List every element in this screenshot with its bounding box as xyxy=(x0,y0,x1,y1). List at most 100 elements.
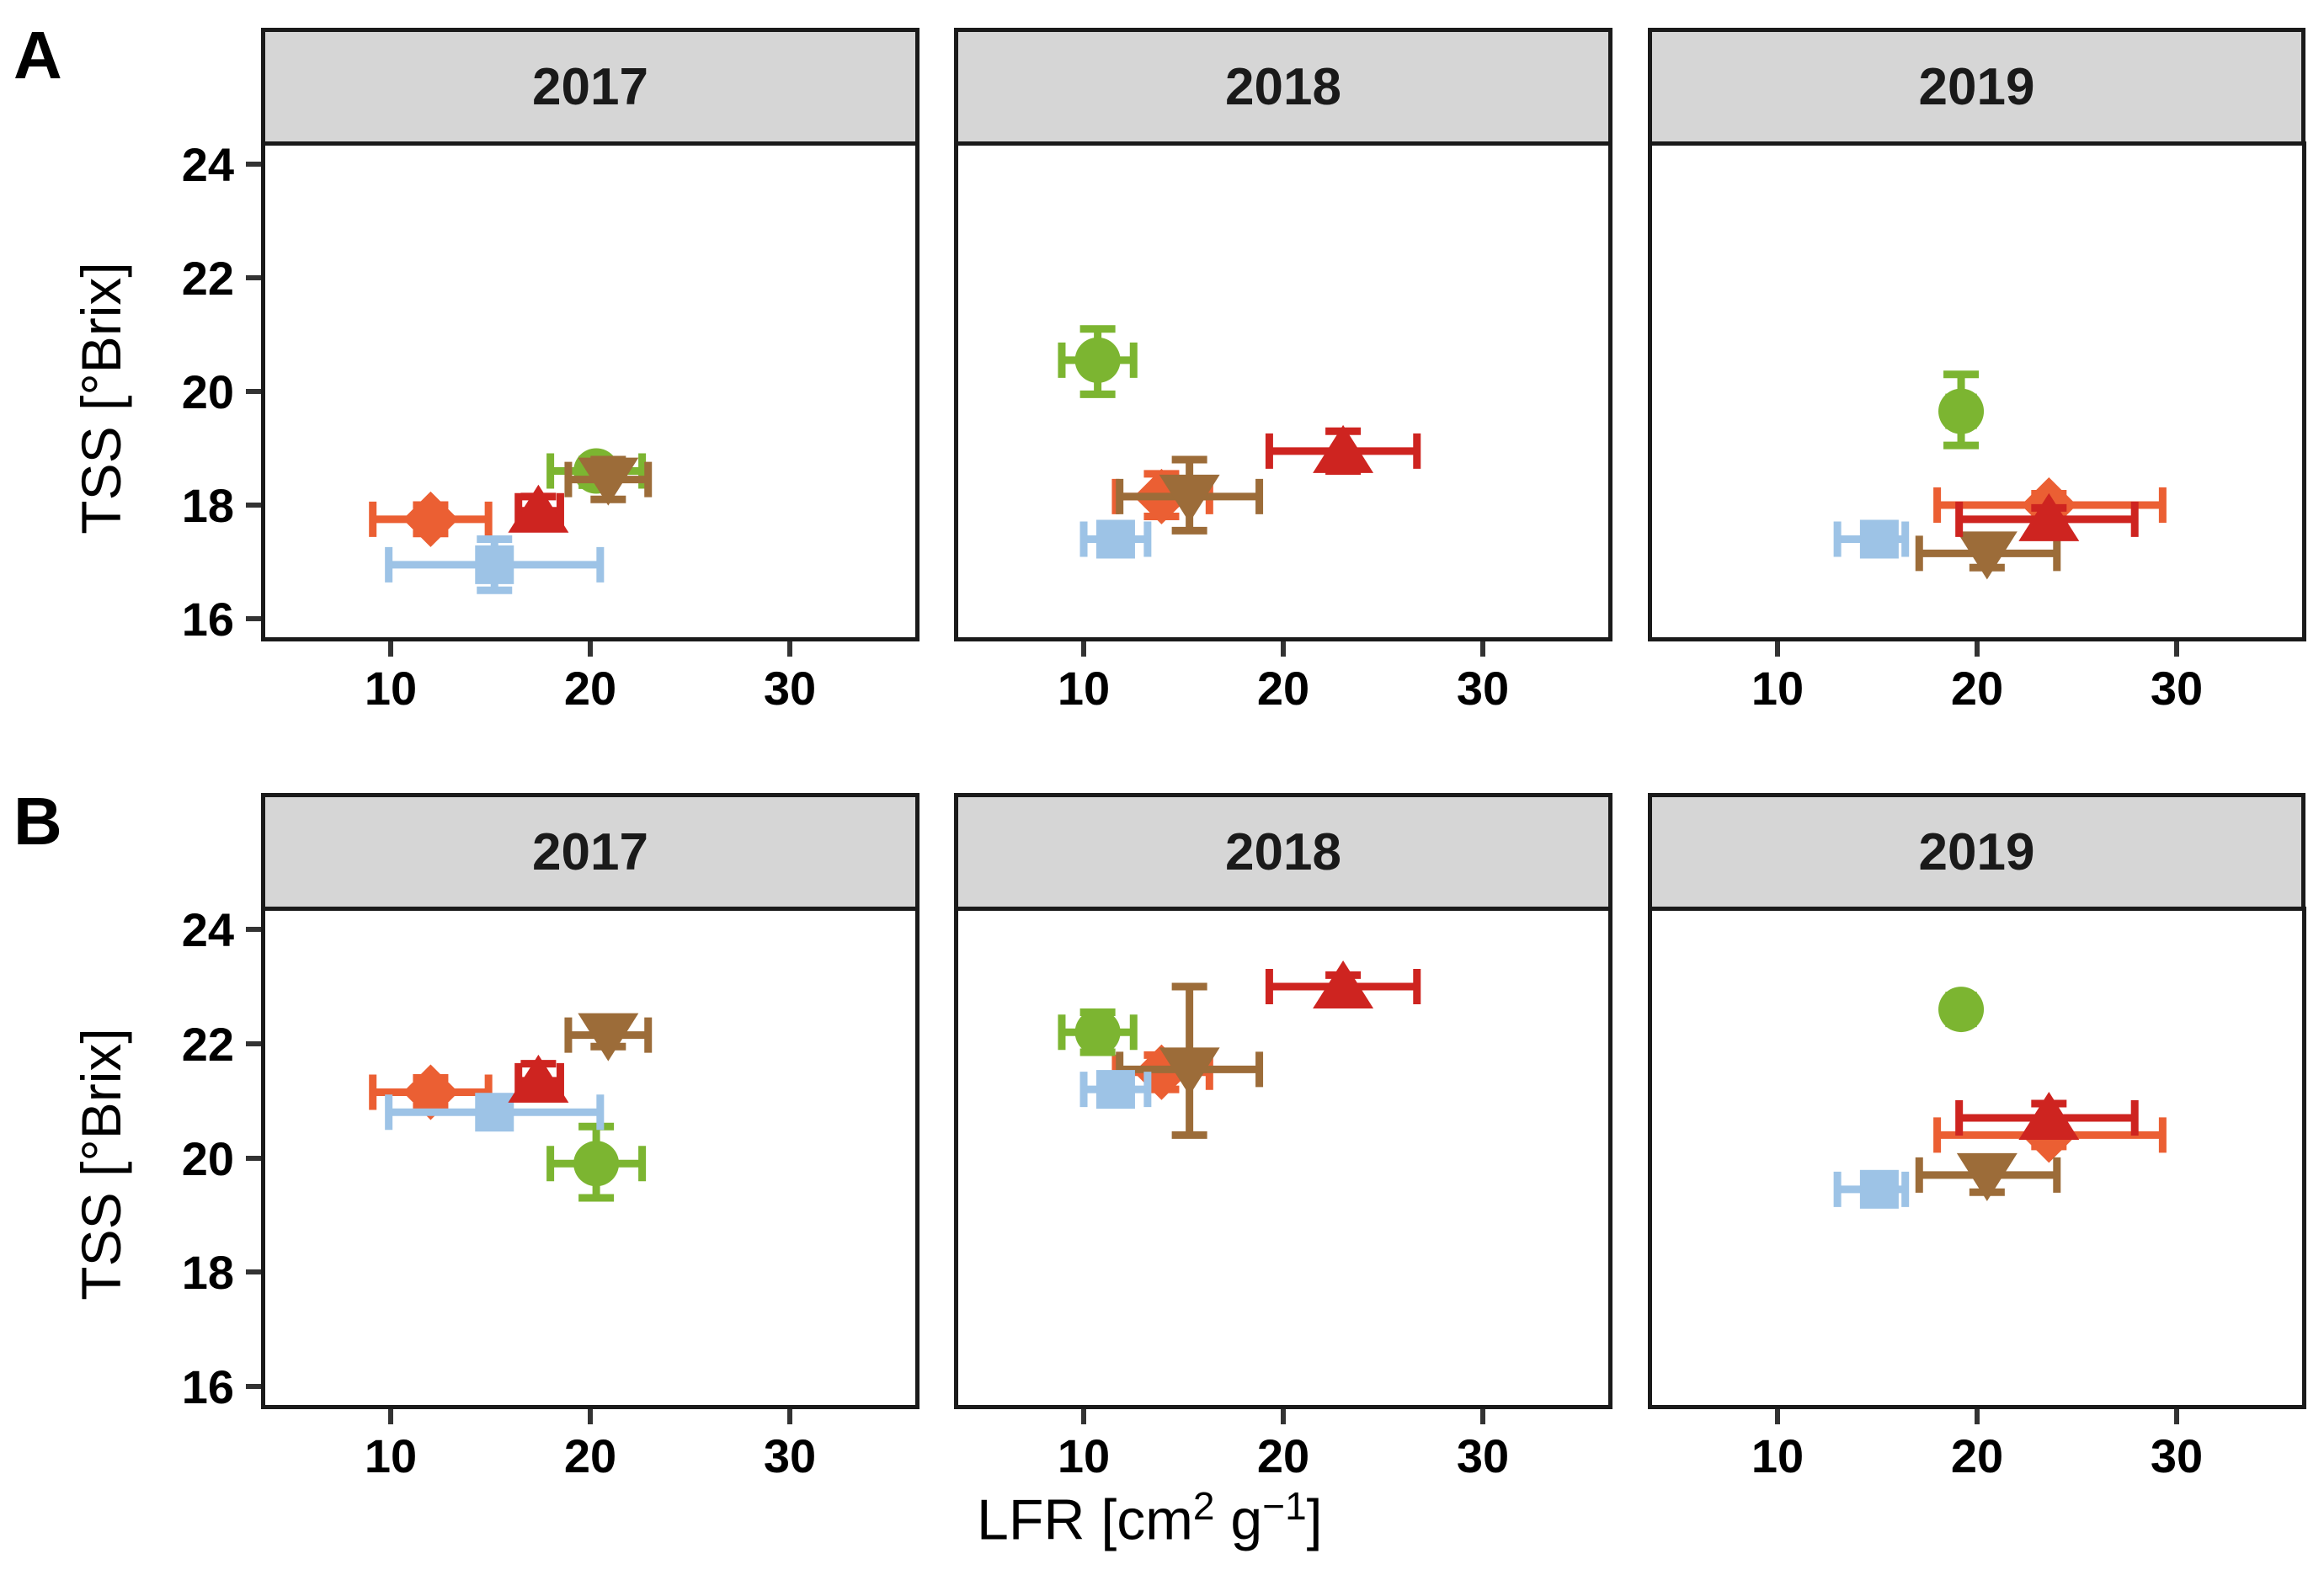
facet-strip-label: 2019 xyxy=(1918,57,2035,116)
panel-label-a: A xyxy=(13,18,62,93)
marker-red-triangle-up-B-2018 xyxy=(1313,960,1374,1008)
x-tick-mark-A-2018-20 xyxy=(1281,641,1286,657)
x-axis-title-superscript: 2 xyxy=(1192,1484,1215,1528)
marker-brown-triangle-down-A-2019 xyxy=(1956,531,2018,580)
marker-light-blue-square-B-2017 xyxy=(475,1093,514,1132)
x-tick-mark-B-2019-10 xyxy=(1775,1409,1781,1424)
x-tick-mark-B-2018-30 xyxy=(1479,1409,1485,1424)
y-tick-mark-A-22 xyxy=(246,275,261,280)
x-tick-label-B-2019-10: 10 xyxy=(1751,1429,1804,1482)
panel-background xyxy=(954,141,1612,641)
marker-red-triangle-up-A-2019 xyxy=(2018,492,2080,541)
x-tick-label-B-2018-20: 20 xyxy=(1256,1429,1310,1482)
marker-red-triangle-up-A-2018 xyxy=(1313,424,1374,473)
x-tick-label-A-2017-10: 10 xyxy=(364,662,418,715)
marker-light-blue-square-A-2018 xyxy=(1095,519,1135,559)
x-tick-label-B-2018-10: 10 xyxy=(1057,1429,1111,1482)
y-tick-mark-B-22 xyxy=(246,1040,261,1046)
x-tick-label-B-2019-30: 30 xyxy=(2150,1429,2204,1482)
panel-A-2018 xyxy=(954,141,1612,641)
x-tick-mark-B-2018-20 xyxy=(1281,1409,1286,1424)
y-tick-mark-B-24 xyxy=(246,927,261,933)
x-tick-label-A-2018-10: 10 xyxy=(1057,662,1111,715)
y-tick-mark-B-18 xyxy=(246,1269,261,1275)
facet-strip-a-2018: 2018 xyxy=(954,28,1612,141)
marker-brown-triangle-down-B-2017 xyxy=(578,1013,639,1062)
x-tick-mark-B-2018-10 xyxy=(1081,1409,1087,1424)
marker-red-triangle-up-B-2019 xyxy=(2018,1092,2080,1141)
x-tick-label-A-2018-30: 30 xyxy=(1456,662,1510,715)
x-tick-mark-A-2019-20 xyxy=(1975,641,1980,657)
x-axis-title-superscript: −1 xyxy=(1262,1484,1307,1528)
panel-B-2018 xyxy=(954,907,1612,1409)
x-tick-mark-B-2017-30 xyxy=(786,1409,792,1424)
marker-brown-triangle-down-A-2018 xyxy=(1159,474,1220,523)
x-tick-label-B-2019-20: 20 xyxy=(1950,1429,2004,1482)
x-tick-mark-A-2017-10 xyxy=(388,641,394,657)
facet-strip-label: 2018 xyxy=(1225,57,1341,116)
facet-strip-a-2019: 2019 xyxy=(1648,28,2305,141)
x-tick-mark-A-2017-20 xyxy=(588,641,593,657)
panel-B-2019 xyxy=(1648,907,2306,1409)
marker-green-circle-A-2019 xyxy=(1938,388,1985,434)
y-axis-title-row-b: TSS [°Brix] xyxy=(70,1028,132,1301)
x-tick-label-B-2018-30: 30 xyxy=(1456,1429,1510,1482)
x-tick-mark-A-2019-10 xyxy=(1775,641,1781,657)
x-tick-mark-A-2017-30 xyxy=(786,641,792,657)
x-tick-mark-A-2019-30 xyxy=(2173,641,2179,657)
panel-border xyxy=(1648,907,2306,1409)
y-tick-label-A-20: 20 xyxy=(181,365,234,418)
x-tick-mark-A-2018-30 xyxy=(1479,641,1485,657)
marker-green-circle-B-2017 xyxy=(573,1141,620,1187)
facet-strip-b-2017: 2017 xyxy=(261,793,919,907)
x-tick-label-A-2019-10: 10 xyxy=(1751,662,1804,715)
panel-background xyxy=(954,907,1612,1409)
y-tick-label-B-24: 24 xyxy=(181,903,234,957)
y-tick-label-A-24: 24 xyxy=(181,138,234,191)
marker-green-circle-B-2019 xyxy=(1938,987,1985,1033)
panel-label-b: B xyxy=(13,784,62,859)
marker-brown-triangle-down-B-2018 xyxy=(1159,1047,1220,1096)
y-tick-mark-A-20 xyxy=(246,389,261,394)
panel-border xyxy=(954,141,1612,641)
x-tick-mark-B-2019-30 xyxy=(2173,1409,2179,1424)
y-tick-mark-A-16 xyxy=(246,616,261,621)
x-tick-label-A-2018-20: 20 xyxy=(1256,662,1310,715)
x-tick-mark-B-2019-20 xyxy=(1975,1409,1980,1424)
panel-A-2017 xyxy=(261,141,919,641)
x-tick-label-A-2019-20: 20 xyxy=(1950,662,2004,715)
facet-strip-label: 2019 xyxy=(1918,822,2035,881)
marker-light-blue-square-A-2017 xyxy=(475,545,514,584)
y-tick-label-B-20: 20 xyxy=(181,1131,234,1185)
panel-border xyxy=(954,907,1612,1409)
x-tick-label-B-2017-10: 10 xyxy=(364,1429,418,1482)
x-tick-label-B-2017-30: 30 xyxy=(763,1429,817,1482)
facet-strip-label: 2017 xyxy=(532,57,648,116)
y-axis-title-row-a: TSS [°Brix] xyxy=(70,262,132,535)
marker-light-blue-square-B-2019 xyxy=(1859,1169,1899,1209)
facet-strip-b-2018: 2018 xyxy=(954,793,1612,907)
x-tick-label-A-2017-20: 20 xyxy=(563,662,617,715)
marker-green-circle-A-2018 xyxy=(1074,337,1121,383)
x-tick-mark-A-2018-10 xyxy=(1081,641,1087,657)
y-tick-mark-A-24 xyxy=(246,162,261,167)
y-tick-label-A-16: 16 xyxy=(181,593,234,646)
panel-B-2017 xyxy=(261,907,919,1409)
y-tick-label-B-22: 22 xyxy=(181,1017,234,1071)
marker-green-circle-B-2018 xyxy=(1074,1009,1121,1056)
facet-strip-label: 2017 xyxy=(532,822,648,881)
x-tick-mark-B-2017-20 xyxy=(588,1409,593,1424)
marker-red-triangle-up-B-2017 xyxy=(508,1054,569,1103)
facet-strip-a-2017: 2017 xyxy=(261,28,919,141)
y-tick-label-A-18: 18 xyxy=(181,479,234,532)
panel-A-2019 xyxy=(1648,141,2306,641)
marker-light-blue-square-B-2018 xyxy=(1095,1070,1135,1109)
x-tick-mark-B-2017-10 xyxy=(388,1409,394,1424)
y-tick-label-B-18: 18 xyxy=(181,1246,234,1300)
x-tick-label-B-2017-20: 20 xyxy=(563,1429,617,1482)
x-axis-title: LFR [cm2 g−1] xyxy=(977,1484,1323,1552)
facet-strip-b-2019: 2019 xyxy=(1648,793,2305,907)
y-tick-label-B-16: 16 xyxy=(181,1360,234,1413)
marker-orange-diamond-B-2017 xyxy=(402,1064,459,1120)
